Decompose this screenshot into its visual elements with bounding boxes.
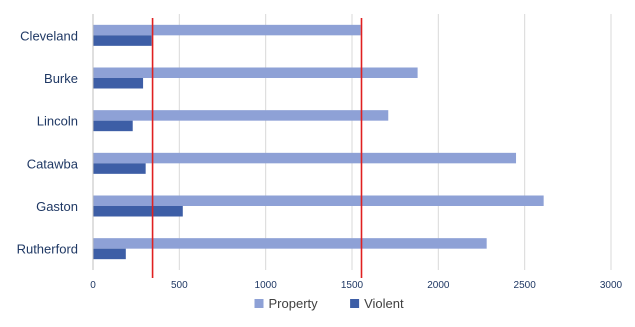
category-label-lincoln: Lincoln <box>37 114 78 129</box>
bar-violent-burke <box>93 78 144 89</box>
bar-property-lincoln <box>93 110 389 121</box>
bar-violent-rutherford <box>93 248 126 260</box>
legend-label-property: Property <box>269 296 319 311</box>
x-tick-label: 0 <box>90 280 96 291</box>
bars <box>93 24 544 260</box>
bar-property-catawba <box>93 152 517 164</box>
category-label-catawba: Catawba <box>27 156 79 171</box>
bar-property-rutherford <box>93 238 487 249</box>
bar-violent-catawba <box>93 163 146 174</box>
gridlines <box>178 14 612 270</box>
x-tick-label: 1500 <box>341 280 364 291</box>
x-tick-label: 1000 <box>255 280 278 291</box>
bar-property-cleveland <box>93 24 361 36</box>
category-label-gaston: Gaston <box>36 199 78 214</box>
bar-property-gaston <box>93 195 544 206</box>
x-tick-label: 3000 <box>600 280 623 291</box>
category-label-rutherford: Rutherford <box>17 242 78 257</box>
legend-swatch-violent <box>350 299 360 308</box>
category-label-burke: Burke <box>44 71 78 86</box>
legend[interactable]: Property Violent <box>254 296 405 311</box>
bar-violent-lincoln <box>93 120 133 132</box>
bar-violent-gaston <box>93 206 183 217</box>
bar-property-burke <box>93 67 418 78</box>
legend-label-violent: Violent <box>364 296 404 311</box>
legend-item-violent[interactable]: Violent <box>350 296 404 311</box>
category-labels: Cleveland Burke Lincoln Catawba Gaston Ruther… <box>17 28 79 256</box>
x-tick-label: 2000 <box>427 280 450 291</box>
x-tick-label: 500 <box>171 280 188 291</box>
reference-lines <box>151 18 363 278</box>
legend-item-property[interactable]: Property <box>254 296 319 311</box>
legend-swatch-property <box>254 299 264 308</box>
x-tick-label: 2500 <box>514 280 537 291</box>
bar-violent-cleveland <box>93 35 152 46</box>
category-label-cleveland: Cleveland <box>20 28 78 43</box>
tick-labels: 0 500 1000 1500 2000 2500 3000 <box>90 280 622 291</box>
